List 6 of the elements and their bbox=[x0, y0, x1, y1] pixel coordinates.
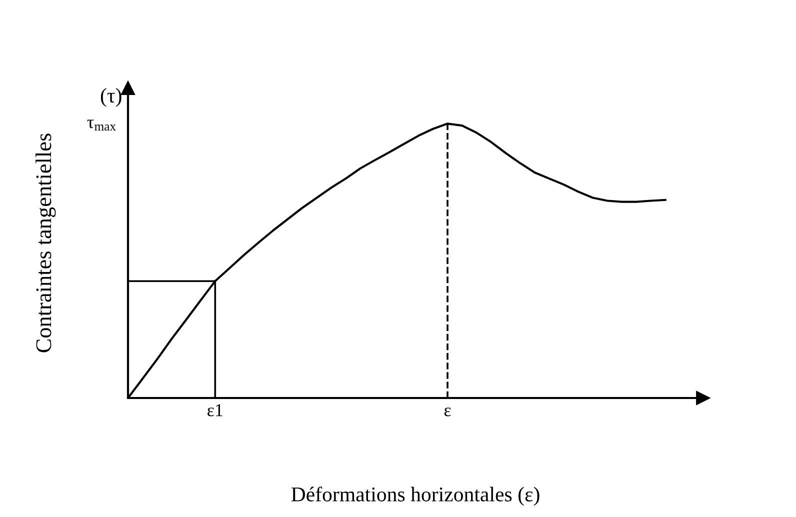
x-tick-label: ε bbox=[444, 408, 451, 416]
text: (τ) bbox=[100, 88, 122, 107]
x-tick-label: ε1 bbox=[208, 404, 222, 416]
y-axis-title: Contraintes tangentielles bbox=[36, 134, 56, 352]
x-axis-title: Déformations horizontales (ε) bbox=[291, 486, 540, 506]
text: τ$_{max}$ bbox=[87, 120, 116, 131]
